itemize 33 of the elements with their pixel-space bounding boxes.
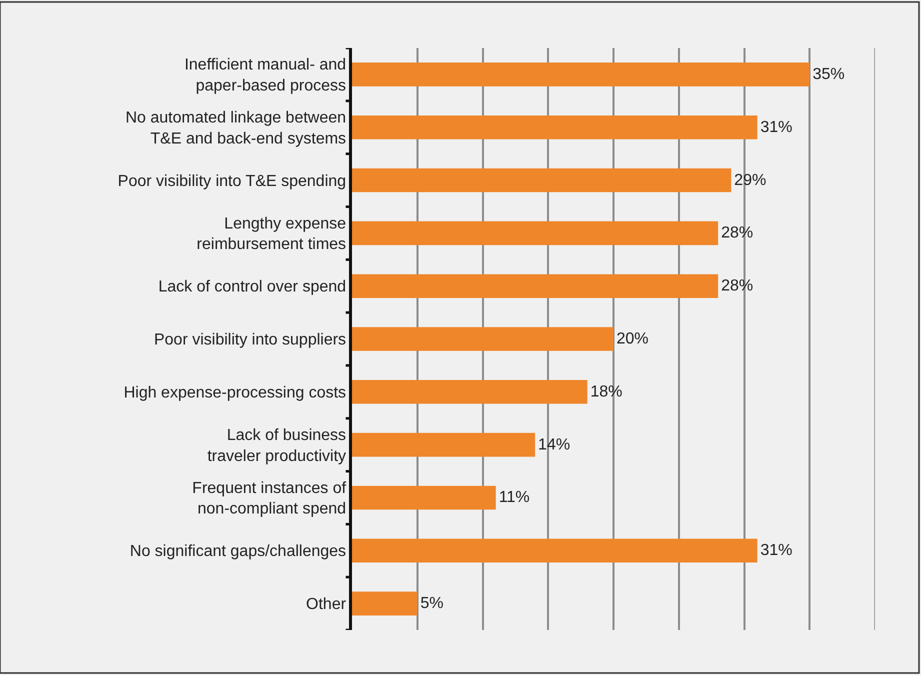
bar [352, 115, 758, 140]
y-tick-label: Frequent instances of non-compliant spend [192, 480, 347, 518]
bar [352, 380, 588, 404]
data-label: 14% [538, 436, 570, 454]
y-tick-label: Lengthy expense reimbursement times [196, 215, 346, 254]
y-tick-label: Other [306, 596, 347, 614]
bar [352, 592, 418, 616]
data-label: 18% [590, 383, 622, 400]
bar [352, 274, 718, 298]
data-label: 29% [734, 172, 766, 189]
y-tick-label: Inefficient manual- and paper-based process [184, 56, 346, 94]
bar [352, 538, 758, 563]
data-label: 11% [498, 489, 530, 506]
y-tick-label: Lack of business traveler productivity [207, 427, 346, 465]
bar [352, 432, 536, 457]
bar [352, 327, 614, 351]
data-label: 31% [760, 542, 792, 560]
data-label: 35% [812, 66, 845, 83]
y-tick-label: No automated linkage between T&E and back-end systems [125, 110, 346, 148]
data-label: 20% [616, 330, 649, 348]
data-label: 28% [721, 224, 754, 242]
bar [352, 168, 732, 192]
bar [352, 62, 810, 86]
y-tick-label: Poor visibility into suppliers [154, 332, 346, 349]
bar [352, 486, 496, 510]
y-tick-label: Poor visibility into T&E spending [118, 172, 346, 190]
data-label: 28% [721, 278, 754, 295]
data-label: 5% [420, 595, 444, 612]
y-tick-label: No significant gaps/challenges [130, 543, 346, 560]
y-tick-label: Lack of control over spend [158, 278, 346, 296]
data-label: 31% [760, 118, 792, 136]
bar [352, 221, 718, 246]
y-tick-label: High expense-processing costs [124, 384, 346, 402]
